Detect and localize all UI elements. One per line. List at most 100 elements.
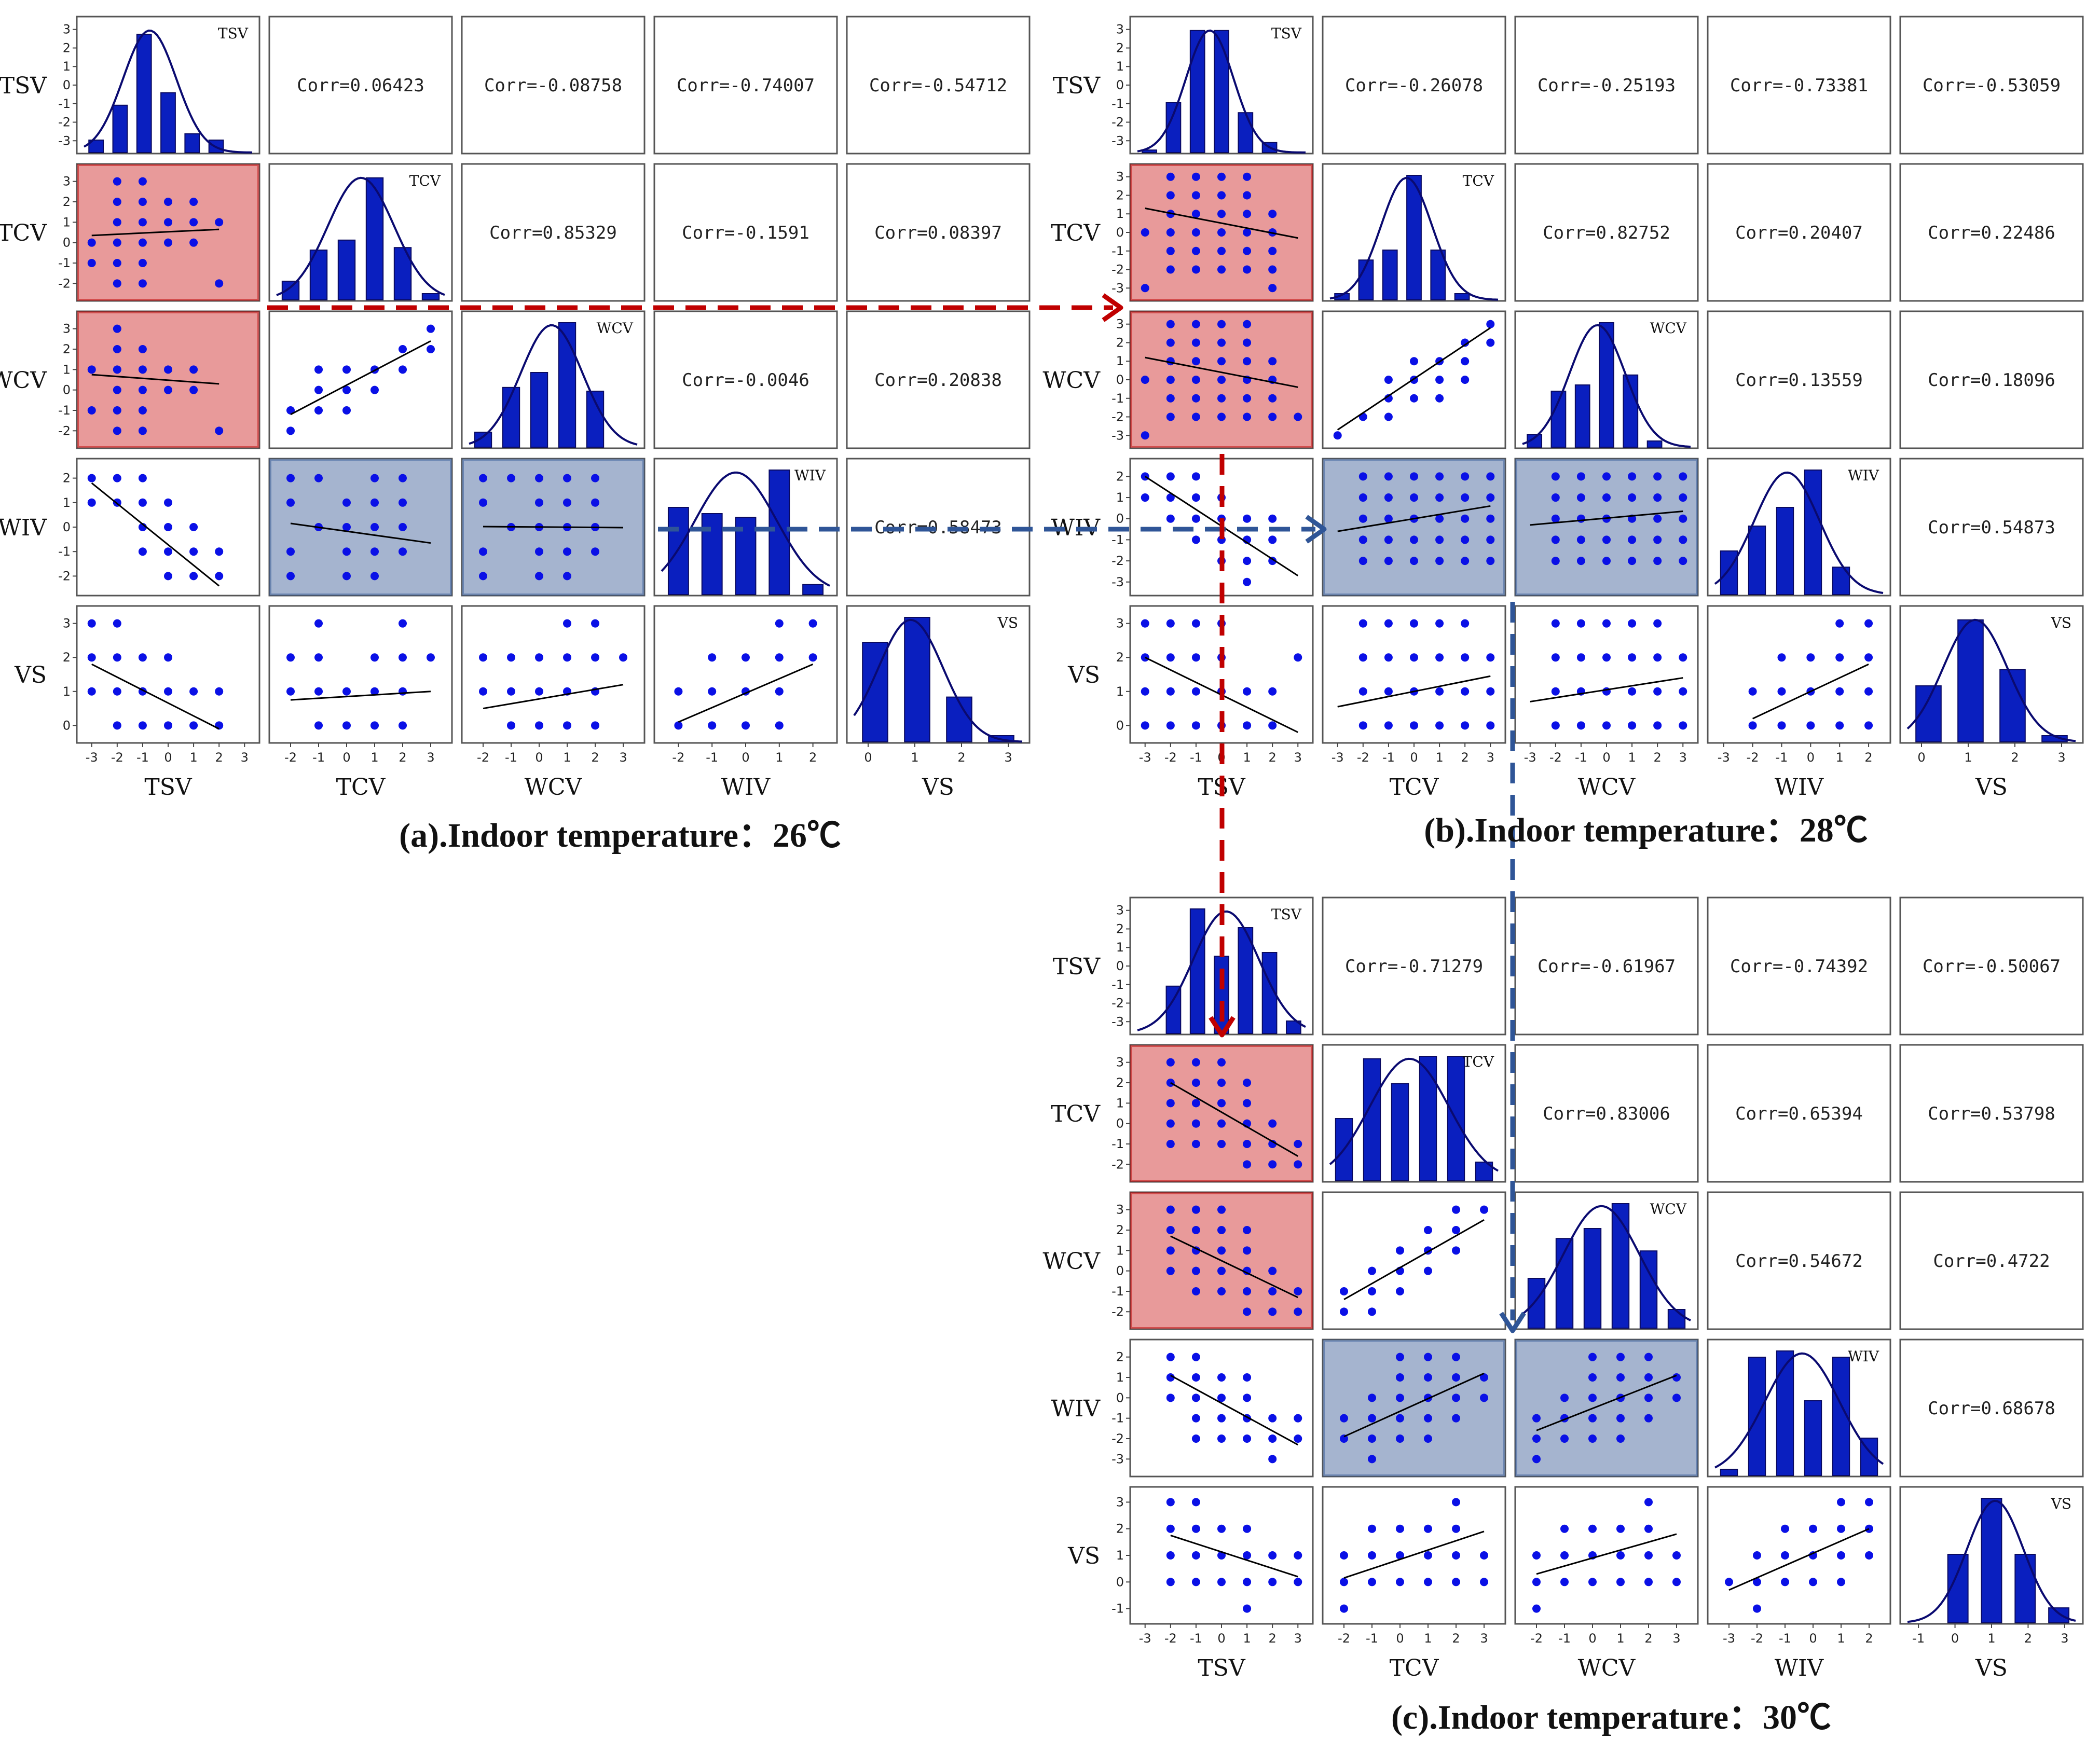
y-tick-label: 2 xyxy=(1116,1522,1124,1536)
scatter-point xyxy=(1217,210,1226,218)
scatter-point xyxy=(1435,394,1444,403)
hist-curve-vs xyxy=(853,618,1023,743)
x-tick-label: -2 xyxy=(1549,750,1562,765)
hist-bar-tcv-0 xyxy=(1391,1083,1409,1182)
scatter-r4-c1 xyxy=(286,619,435,730)
x-tick-label: 2 xyxy=(1461,750,1469,765)
scatter-point xyxy=(1588,1434,1597,1443)
x-tick-label: -3 xyxy=(86,750,98,765)
y-tick-label: 3 xyxy=(63,174,71,189)
scatter-point xyxy=(113,198,121,206)
y-tick-label: 2 xyxy=(1116,921,1124,936)
hist-bar-wcv-3 xyxy=(1667,1309,1686,1329)
scatter-point xyxy=(1672,1578,1681,1587)
scatter-point xyxy=(1588,1353,1597,1361)
scatter-point xyxy=(1191,246,1200,255)
x-tick-label: -2 xyxy=(1164,750,1177,765)
row-label-wcv: WCV xyxy=(1042,367,1101,394)
cell-frame-r4-c1 xyxy=(268,605,453,744)
scatter-point xyxy=(87,619,96,628)
y-tick-label: 2 xyxy=(1116,469,1124,484)
scatter-point xyxy=(1191,653,1200,662)
scatter-point xyxy=(1452,1246,1460,1255)
scatter-point xyxy=(399,721,407,730)
scatter-point xyxy=(1243,1307,1252,1316)
fit-line xyxy=(1170,1082,1299,1157)
scatter-point xyxy=(164,547,172,556)
scatter-point xyxy=(1268,284,1277,293)
scatter-point xyxy=(286,687,295,696)
corr-label-r1-c4: Corr=0.53798 xyxy=(1928,1103,2055,1124)
corr-label-r0-c4: Corr=-0.50067 xyxy=(1923,956,2061,977)
scatter-point xyxy=(342,365,351,374)
scatter-point xyxy=(1268,357,1277,366)
hist-bar-wcv-2 xyxy=(1639,1250,1658,1329)
x-tick-label: -1 xyxy=(1558,1631,1571,1646)
scatter-point xyxy=(1835,721,1844,730)
cell-frame-r1-c3 xyxy=(1707,1044,1891,1183)
hist-name-tcv: TCV xyxy=(409,172,441,189)
fit-line xyxy=(91,228,219,237)
scatter-r4-c3 xyxy=(674,619,817,730)
cell-frame-r4-c3 xyxy=(1707,1486,1891,1625)
scatter-r1-c0 xyxy=(1166,1058,1302,1169)
scatter-point xyxy=(1217,1140,1226,1148)
scatter-point xyxy=(342,498,351,507)
scatter-point xyxy=(1452,1353,1460,1361)
hist-name-tsv: TSV xyxy=(1271,906,1302,923)
scatter-point xyxy=(1384,376,1393,384)
scatter-point xyxy=(1358,472,1367,481)
scatter-point xyxy=(1268,1551,1277,1560)
scatter-point xyxy=(1268,514,1277,523)
scatter-point xyxy=(1243,687,1252,696)
scatter-point xyxy=(1243,1266,1252,1275)
y-tick-label: -2 xyxy=(1111,1304,1124,1319)
scatter-point xyxy=(138,345,147,353)
col-label-wcv: WCV xyxy=(1578,774,1636,801)
y-tick-label: 2 xyxy=(63,195,71,209)
y-tick-label: -1 xyxy=(1111,244,1124,258)
scatter-point xyxy=(1602,653,1611,662)
scatter-r2-c0 xyxy=(1141,320,1302,440)
scatter-point xyxy=(1268,1414,1277,1423)
panel-b: TSV TCV WCV WIV VS TSV TCV WCV WIV VS -3 -2 -1 0 1 2 3 -3… xyxy=(1042,16,2084,801)
scatter-point xyxy=(1461,357,1470,366)
scatter-point xyxy=(1532,1455,1541,1464)
scatter-point xyxy=(1616,1551,1625,1560)
scatter-point xyxy=(1435,535,1444,544)
hist-bar-tsv-0 xyxy=(1214,956,1229,1034)
x-tick-label: 2 xyxy=(1864,750,1872,765)
x-tick-label: -2 xyxy=(672,750,684,765)
scatter-point xyxy=(1835,687,1844,696)
fit-line xyxy=(1536,1374,1677,1431)
scatter-point xyxy=(1166,246,1175,255)
scatter-point xyxy=(1410,557,1418,565)
scatter-point xyxy=(1217,172,1226,181)
scatter-r2-c1 xyxy=(286,324,435,435)
hist-bar-wcv-2 xyxy=(1646,440,1663,448)
x-tick-label: -3 xyxy=(1139,750,1151,765)
scatter-point xyxy=(1576,493,1585,502)
x-tick-label: -3 xyxy=(1718,750,1730,765)
hist-curve-tsv xyxy=(83,29,253,154)
scatter-point xyxy=(1452,1226,1460,1234)
hist-bar-tcv--1 xyxy=(1363,1058,1381,1182)
scatter-point xyxy=(1628,493,1637,502)
scatter-point xyxy=(1837,1524,1845,1533)
scatter-point xyxy=(1480,1373,1488,1382)
hist-curve-vs xyxy=(1906,618,2076,742)
row-label-tsv: TSV xyxy=(0,73,47,99)
scatter-point xyxy=(1368,1414,1376,1423)
hist-bar-vs-1 xyxy=(1981,1498,2002,1623)
fit-line xyxy=(1170,1535,1298,1578)
scatter-point xyxy=(1396,1246,1404,1255)
scatter-point xyxy=(1435,557,1444,565)
scatter-point xyxy=(1435,721,1444,730)
hist-bar-wiv--2 xyxy=(1748,526,1766,595)
scatter-point xyxy=(1217,1246,1226,1255)
highlight-blue-r3-c2 xyxy=(1515,1340,1698,1477)
scatter-point xyxy=(1340,1578,1348,1587)
scatter-point xyxy=(1486,514,1495,523)
scatter-point xyxy=(314,721,323,730)
scatter-point xyxy=(1191,172,1200,181)
